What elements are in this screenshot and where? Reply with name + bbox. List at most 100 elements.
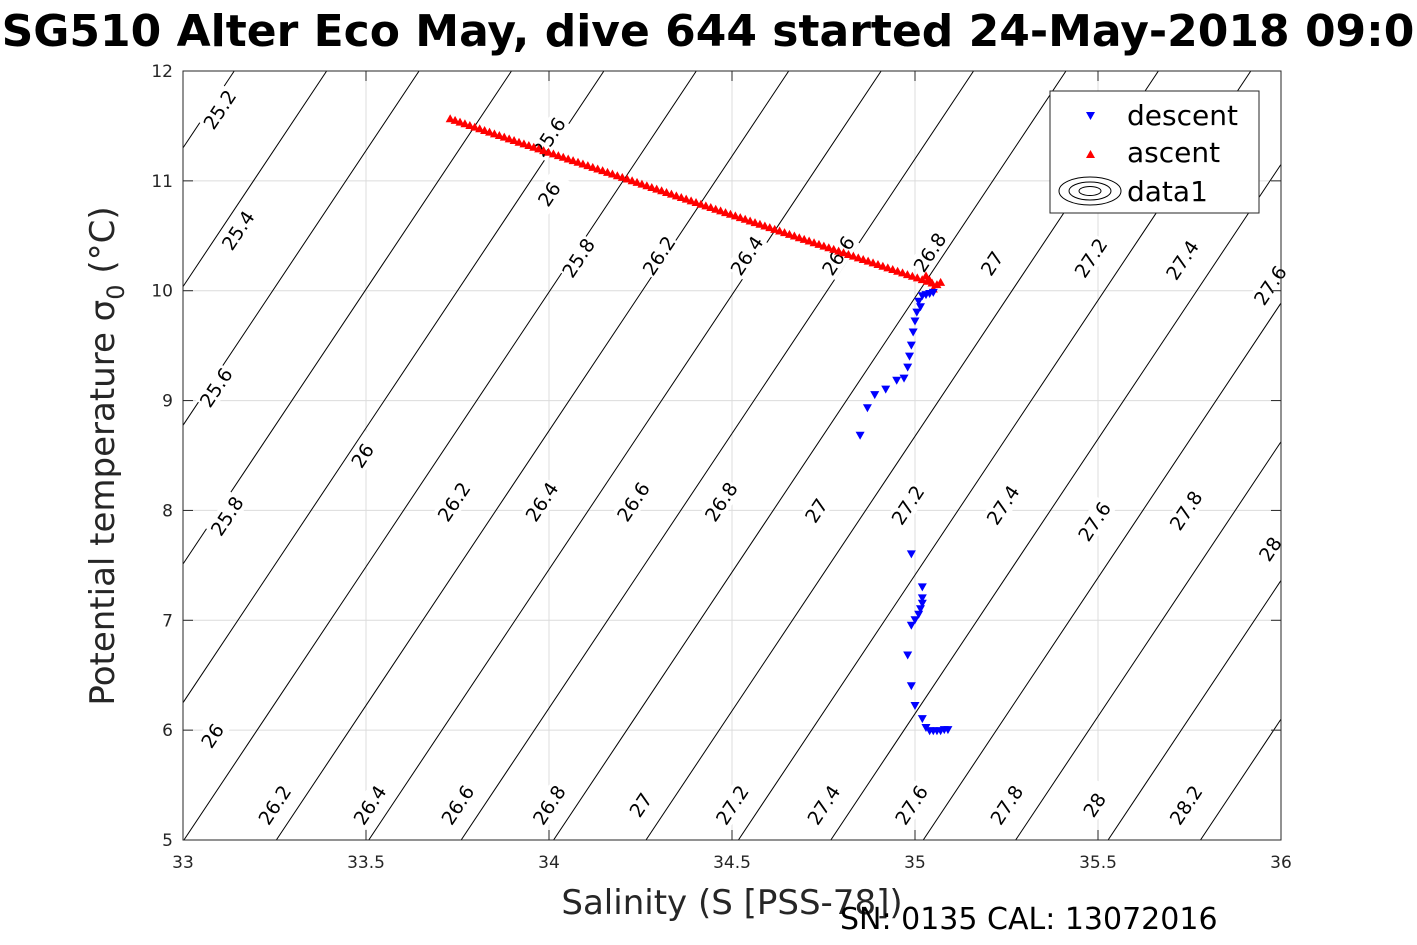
legend: descent ascent data1 [1049,90,1260,214]
legend-box [1049,90,1260,214]
ascent-point [780,228,790,237]
legend-data1-label: data1 [1127,175,1208,208]
ascent-point [804,236,814,245]
ascent-point [691,198,701,207]
contour-label-bg [1072,497,1116,546]
isopycnal-line [1107,579,1281,840]
ascent-point [735,213,745,222]
descent-point [906,621,916,630]
ascent-point [509,136,519,145]
contour-label-bg [981,480,1025,530]
contour-label-bg [908,227,951,277]
y-axis-label-suffix: (°C) [83,206,123,284]
descent-point [912,308,922,317]
ascent-point [563,154,573,163]
descent-point [943,726,953,735]
y-axis-label-symbol: σ [83,300,123,322]
ascent-point [883,263,893,272]
ascent-point [568,156,578,165]
ascent-point [848,251,858,260]
ascent-point [834,246,844,255]
x-tick-label: 33 [172,853,194,873]
contour-lines [183,71,1417,840]
ascent-point [539,146,549,155]
contour-label-bg [816,231,860,280]
descent-point [917,583,927,592]
ascent-point [921,271,931,280]
ascent-point [573,157,583,166]
descent-point [862,404,872,413]
ascent-point [642,181,652,190]
descent-point [917,292,927,301]
ascent-point [868,258,878,267]
legend-descent-label: descent [1127,99,1238,132]
ascent-point [730,211,740,220]
descent-point [906,341,916,350]
ascent-point [809,238,819,247]
ascent-point [652,184,662,193]
ascent-point [578,159,588,168]
ascent-series [445,114,946,293]
ascent-point [725,209,735,218]
ascent-point [519,139,529,148]
ascent-point [637,179,647,188]
ascent-point [460,119,470,128]
ascent-point [750,218,760,227]
y-axis-ticks: 5 6 7 8 9 10 11 12 [151,62,1281,851]
ascent-point [907,271,917,280]
isopycnal-line [460,71,974,840]
ascent-point [534,144,544,153]
ascent-point [480,125,490,134]
ascent-point [706,203,716,212]
ascent-point [858,254,868,263]
contour-label-bg [527,780,571,830]
x-tick-label: 35 [904,853,926,873]
ascent-point [612,171,622,180]
descent-point [915,605,925,614]
ascent-point [898,268,908,277]
ascent-point [814,239,824,248]
ascent-point [925,275,935,284]
descent-point [917,594,927,603]
isopycnal-line [183,71,605,704]
ascent-point [888,265,898,274]
ascent-point [598,166,608,175]
contour-label-bg [190,711,234,761]
ascent-point [662,187,672,196]
ascent-point [617,172,627,181]
ascent-point [784,229,794,238]
ascent-point [514,137,524,146]
contour-label-bg [619,780,662,830]
y-tick-label: 8 [162,501,173,521]
descent-point [914,297,924,306]
y-tick-label: 12 [151,62,173,82]
ascent-point [671,191,681,200]
ascent-point [681,194,691,203]
y-axis-label: Potential temperature σ0 (°C) [83,206,130,705]
ascent-point [627,176,637,185]
isopycnal-line [183,71,420,427]
contour-label-bg [710,780,754,830]
descent-point [915,303,925,312]
chart-title: SG510 Alter Eco May, dive 644 started 24… [2,6,1415,57]
ascent-point [504,134,514,143]
ascent-point [936,277,946,286]
ascent-point [647,182,657,191]
ascent-point [819,241,829,250]
ascent-point [632,177,642,186]
contour-label-bg [1160,235,1204,285]
isopycnal-line [1293,71,1417,840]
contour-label-bg [794,486,838,535]
contour-label-bg [198,85,241,134]
ascent-point [716,206,726,215]
ascent-point [829,244,839,253]
ascent-point [760,221,770,230]
y-tick-label: 9 [162,392,173,412]
contour-label-bg [985,780,1028,830]
ascent-point [593,164,603,173]
descent-point [899,374,909,383]
descent-point [881,385,891,394]
contour-label-bg [432,477,476,527]
descent-series [855,288,953,736]
